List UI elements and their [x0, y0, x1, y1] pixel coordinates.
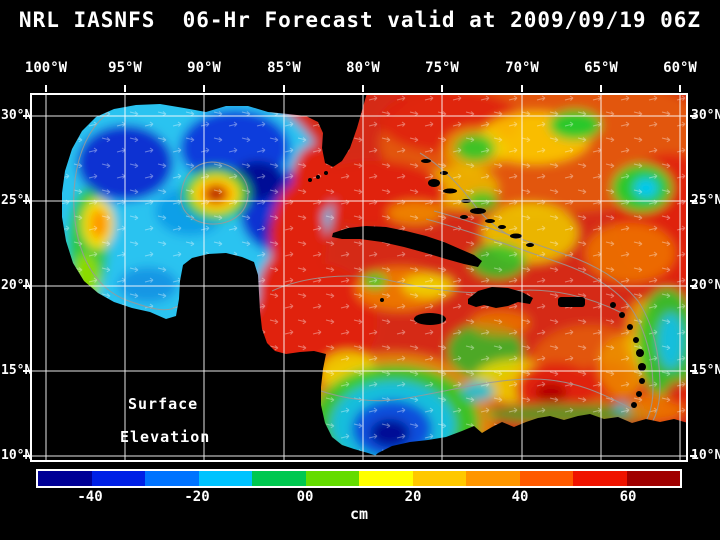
lat-tick-label: 20°N [691, 278, 720, 293]
colorbar [36, 469, 682, 488]
axis-tick [690, 285, 697, 287]
axis-tick [690, 455, 697, 457]
lon-tick-label: 75°W [425, 60, 459, 76]
colorbar-segment [305, 471, 359, 486]
lesser-antilles-islands [610, 302, 646, 408]
puerto-rico-island [558, 297, 585, 307]
lat-tick-label: 10°N [1, 448, 33, 463]
colorbar-segment [519, 471, 573, 486]
lon-tick-label: 80°W [346, 60, 380, 76]
forecast-map [30, 93, 688, 462]
axis-tick [690, 115, 697, 117]
lon-tick-label: 95°W [108, 60, 142, 76]
axis-tick [690, 370, 697, 372]
colorbar-segment [91, 471, 145, 486]
landmask [30, 93, 688, 462]
colorbar-tick-label: -20 [184, 489, 210, 505]
lon-tick-label: 85°W [267, 60, 301, 76]
lat-tick-label: 15°N [691, 363, 720, 378]
lat-tick-label: 10°N [691, 448, 720, 463]
axis-tick [521, 85, 523, 92]
lon-tick-label: 100°W [24, 60, 68, 76]
florida-keys [324, 171, 328, 175]
page-title: NRL IASNFS 06-Hr Forecast valid at 2009/… [18, 8, 702, 32]
axis-tick [23, 115, 30, 117]
jamaica-island [414, 313, 446, 325]
lat-tick-label: 25°N [1, 193, 33, 208]
axis-tick [23, 285, 30, 287]
colorbar-segment [198, 471, 252, 486]
lat-tick-label: 30°N [691, 108, 720, 123]
cuba-island [332, 226, 482, 267]
axis-tick [203, 85, 205, 92]
axis-tick [23, 200, 30, 202]
lat-tick-label: 15°N [1, 363, 33, 378]
hispaniola-island [468, 287, 533, 308]
axis-tick [441, 85, 443, 92]
axis-tick [124, 85, 126, 92]
lat-tick-label: 20°N [1, 278, 33, 293]
colorbar-unit-label: cm [349, 505, 369, 523]
lat-tick-label: 30°N [1, 108, 33, 123]
axis-tick [45, 85, 47, 92]
colorbar-segment [412, 471, 466, 486]
colorbar-tick-label: -40 [77, 489, 103, 505]
axis-tick [23, 455, 30, 457]
north-central-america-landmass [30, 93, 382, 462]
axis-tick [600, 85, 602, 92]
colorbar-segment [466, 471, 520, 486]
axis-tick [283, 85, 285, 92]
colorbar-segment [252, 471, 306, 486]
axis-tick [690, 200, 697, 202]
lon-tick-label: 65°W [584, 60, 618, 76]
colorbar-tick-label: 40 [511, 489, 529, 505]
field-annotation-line1: Surface [128, 395, 199, 413]
axis-tick [23, 370, 30, 372]
axis-tick [362, 85, 364, 92]
colorbar-segment [573, 471, 627, 486]
axis-tick [679, 85, 681, 92]
colorbar-tick-label: 20 [404, 489, 422, 505]
grid-lines [30, 93, 688, 462]
colorbar-tick-label: 00 [296, 489, 314, 505]
field-annotation-line2: Elevation [120, 428, 211, 446]
colorbar-tick-label: 60 [619, 489, 637, 505]
florida-keys [316, 175, 320, 179]
colorbar-segment [145, 471, 199, 486]
south-america-landmass [368, 414, 688, 462]
cayman-island [380, 298, 384, 302]
lon-tick-label: 90°W [187, 60, 221, 76]
lon-tick-label: 70°W [505, 60, 539, 76]
florida-keys [308, 178, 312, 182]
lon-tick-label: 60°W [663, 60, 697, 76]
map-border [30, 93, 688, 462]
lat-tick-label: 25°N [691, 193, 720, 208]
colorbar-segment [38, 471, 92, 486]
colorbar-segment [626, 471, 680, 486]
colorbar-segment [359, 471, 413, 486]
